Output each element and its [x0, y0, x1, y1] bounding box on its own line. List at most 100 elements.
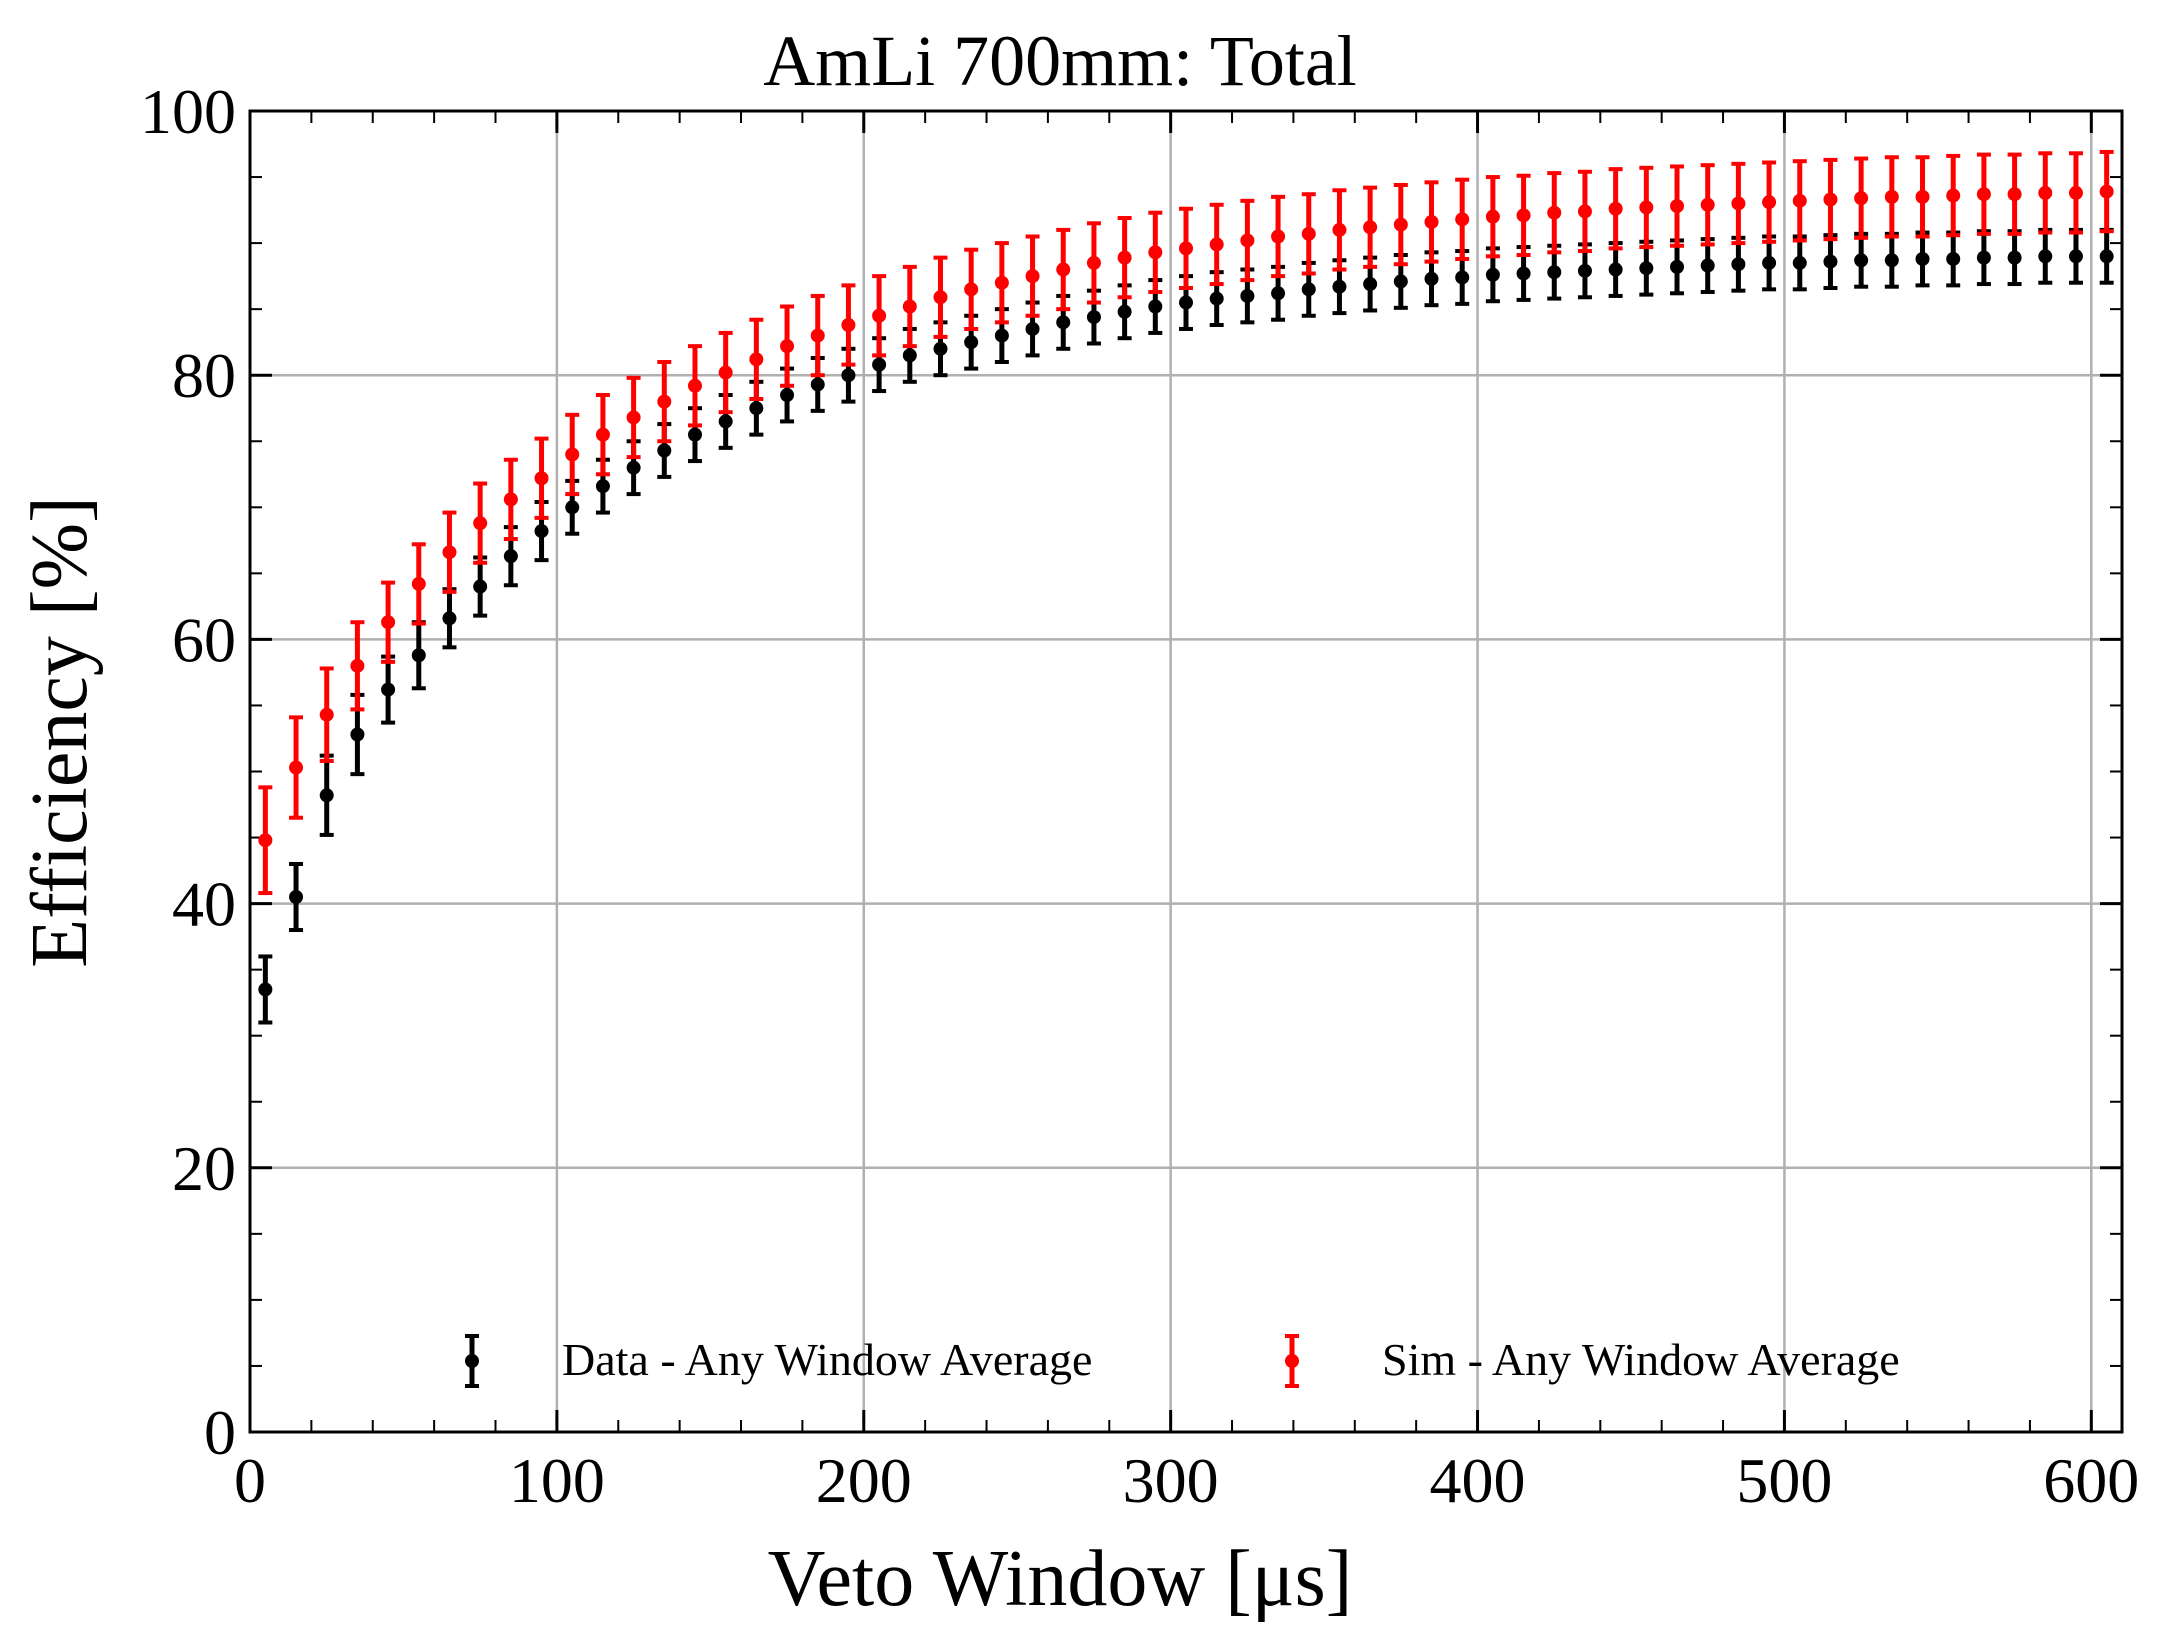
data-point — [1792, 255, 1807, 270]
data-point-group — [473, 555, 488, 618]
data-point-group — [1884, 155, 1899, 239]
data-point — [841, 318, 856, 333]
data-point-group — [933, 255, 948, 339]
data-point — [2038, 249, 2053, 264]
data-point — [350, 658, 365, 673]
data-point — [1209, 237, 1224, 252]
data-point — [442, 611, 457, 626]
x-tick-label: 400 — [1430, 1445, 1526, 1516]
data-point — [1884, 189, 1899, 204]
data-point-group — [258, 785, 273, 896]
data-point-group — [749, 317, 764, 401]
x-tick-label: 0 — [234, 1445, 266, 1516]
data-point — [411, 576, 426, 591]
data-point-group — [1240, 198, 1255, 283]
data-point-group — [1884, 231, 1899, 289]
y-tick-label: 0 — [204, 1397, 236, 1468]
data-point — [657, 394, 672, 409]
data-point — [465, 1354, 479, 1368]
data-point-group — [2099, 149, 2114, 234]
data-point — [1639, 200, 1654, 215]
data-point-group — [319, 666, 334, 763]
data-point-group — [2068, 227, 2083, 285]
data-point-group — [2099, 227, 2114, 285]
data-point — [1700, 258, 1715, 273]
data-point-group — [1946, 230, 1961, 288]
data-point-group — [1639, 239, 1654, 297]
x-tick-label: 200 — [816, 1445, 912, 1516]
data-point — [2099, 184, 2114, 199]
data-point-group — [1577, 242, 1592, 300]
data-point-group — [1854, 156, 1869, 240]
data-point — [503, 549, 518, 564]
data-point — [1670, 259, 1685, 274]
data-point — [258, 982, 273, 997]
data-point — [687, 378, 702, 393]
data-point-group — [1762, 160, 1777, 244]
data-point-group — [1976, 229, 1991, 287]
data-point-group — [2038, 227, 2053, 285]
data-point — [1639, 261, 1654, 276]
data-point — [1731, 257, 1746, 272]
data-point-group — [534, 436, 549, 520]
data-point — [1608, 262, 1623, 277]
data-point-group — [780, 304, 795, 388]
data-point — [1209, 291, 1224, 306]
data-point — [1455, 212, 1470, 227]
data-point-group — [1271, 194, 1286, 279]
data-point — [1854, 191, 1869, 206]
data-point — [1946, 188, 1961, 203]
chart-title: AmLi 700mm: Total — [763, 21, 1357, 101]
data-point — [687, 427, 702, 442]
data-point — [289, 760, 304, 775]
data-point-group — [1731, 235, 1746, 293]
data-point-group — [687, 344, 702, 428]
data-point-group — [1639, 165, 1654, 250]
data-point — [1608, 201, 1623, 216]
data-point — [964, 335, 979, 350]
data-point — [1516, 208, 1531, 223]
data-point — [1915, 251, 1930, 266]
data-point — [2068, 249, 2083, 264]
data-point — [1332, 279, 1347, 294]
data-point — [1577, 204, 1592, 219]
data-point — [1485, 267, 1500, 282]
data-point-group — [1608, 241, 1623, 298]
data-point — [381, 682, 396, 697]
data-point — [534, 524, 549, 539]
data-point — [473, 516, 488, 531]
data-point — [1946, 251, 1961, 266]
data-point — [381, 615, 396, 630]
data-point-group — [1792, 159, 1807, 243]
data-point — [1179, 241, 1193, 256]
legend-marker-sim — [1285, 1334, 1299, 1388]
data-point — [1271, 286, 1286, 301]
data-point — [411, 648, 426, 663]
data-point — [872, 308, 887, 323]
data-point-group — [1731, 161, 1746, 246]
data-point — [2038, 185, 2053, 200]
data-point — [1915, 189, 1930, 204]
data-point — [1393, 274, 1408, 289]
data-point — [902, 348, 917, 363]
data-point-group — [319, 753, 334, 837]
data-point-group — [1056, 227, 1071, 312]
data-point — [780, 339, 795, 354]
data-point — [1025, 269, 1040, 284]
data-point-group — [902, 264, 917, 349]
data-point-group — [411, 620, 426, 691]
data-point — [1332, 222, 1347, 237]
data-point — [1516, 266, 1531, 281]
data-point — [565, 500, 580, 515]
data-point — [1731, 196, 1746, 211]
data-point — [2007, 187, 2022, 202]
data-point — [565, 447, 580, 462]
data-point — [289, 889, 304, 904]
series-sim — [258, 149, 2114, 896]
data-point — [319, 707, 334, 722]
data-point-group — [718, 393, 733, 450]
data-point — [749, 352, 764, 367]
data-point-group — [2038, 151, 2053, 235]
x-tick-label: 500 — [1736, 1445, 1832, 1516]
